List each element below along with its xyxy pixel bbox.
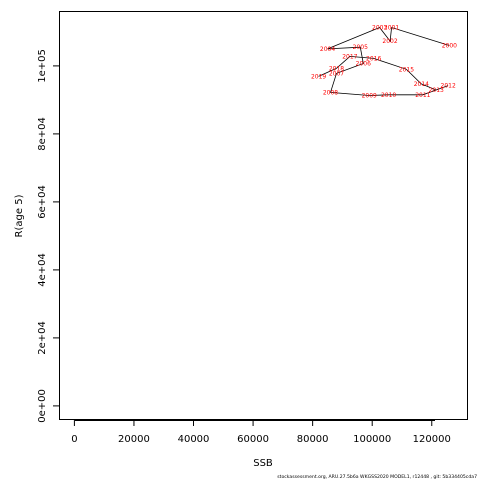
- x-tick-label: 60000: [237, 434, 269, 445]
- point-year-label: 2001: [384, 24, 399, 31]
- point-year-label: 2016: [366, 55, 381, 62]
- point-year-label: 2002: [382, 38, 397, 45]
- point-year-label: 2006: [356, 61, 371, 68]
- x-tick-label: 120000: [413, 434, 451, 445]
- point-year-label: 2007: [329, 70, 344, 77]
- point-year-label: 2017: [342, 53, 357, 60]
- stock-recruit-trajectory-line: [318, 26, 450, 96]
- y-axis-ticks: 0e+00 2e+04 4e+04 6e+04 8e+04 1e+05: [37, 49, 60, 423]
- point-year-label: 2012: [441, 83, 456, 90]
- point-year-label: 2013: [429, 87, 444, 94]
- point-year-label: 2015: [399, 66, 414, 73]
- y-tick-label: 1e+05: [37, 49, 48, 83]
- footer-note: stockassessment.org, ARU.27.5b6a WKGSS20…: [277, 474, 477, 480]
- point-year-label: 2004: [320, 46, 335, 53]
- point-year-label: 2010: [381, 92, 396, 99]
- point-year-label: 2011: [415, 92, 430, 99]
- point-year-label: 2005: [353, 44, 368, 51]
- point-year-label: 2003: [372, 24, 387, 31]
- x-axis-ticks: 0 20000 40000 60000 80000 100000 120000: [71, 420, 451, 445]
- y-tick-label: 8e+04: [37, 117, 48, 151]
- year-labels: 2000 2001 2002 2003 2004 2005 2006 2007 2008 2009…: [311, 24, 457, 99]
- x-tick-label: 20000: [118, 434, 150, 445]
- y-tick-label: 6e+04: [37, 185, 48, 219]
- point-year-label: 2019: [311, 73, 326, 80]
- point-year-label: 2018: [329, 65, 344, 72]
- y-tick-label: 4e+04: [37, 253, 48, 287]
- x-tick-label: 40000: [178, 434, 210, 445]
- y-axis-title: R(age 5): [14, 194, 25, 237]
- point-year-label: 2014: [414, 81, 429, 88]
- point-year-label: 2000: [442, 43, 457, 50]
- x-tick-label: 0: [71, 434, 77, 445]
- x-tick-label: 100000: [353, 434, 391, 445]
- point-year-label: 2009: [362, 92, 377, 99]
- point-year-label: 2008: [323, 89, 338, 96]
- x-tick-label: 80000: [297, 434, 329, 445]
- y-tick-label: 0e+00: [37, 389, 48, 423]
- x-axis-title: SSB: [253, 458, 273, 469]
- y-tick-label: 2e+04: [37, 321, 48, 355]
